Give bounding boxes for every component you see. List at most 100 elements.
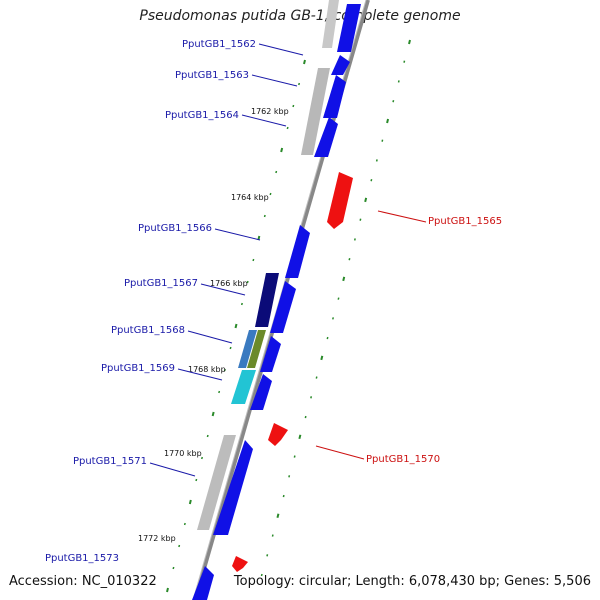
context-track-1571 <box>197 435 236 530</box>
tick-mark <box>304 415 307 419</box>
tick-mark <box>348 257 351 261</box>
gene-label-1562[interactable]: PputGB1_1562 <box>182 39 256 50</box>
callout-1567 <box>200 283 246 296</box>
tick-mark <box>260 573 263 577</box>
tick-mark <box>359 218 362 221</box>
callout-1566 <box>214 228 261 241</box>
tick-mark <box>282 494 285 498</box>
tick-mark <box>342 276 346 282</box>
tick-mark <box>298 82 301 86</box>
tick-label-1770: 1770 kbp <box>164 449 202 458</box>
tick-mark <box>298 434 302 440</box>
callout-1565 <box>377 210 427 223</box>
tick-mark <box>408 39 411 45</box>
gene-arrow-1569[interactable] <box>250 374 272 410</box>
map-title: Pseudomonas putida GB-1, complete genome <box>139 8 461 24</box>
tick-mark <box>269 192 272 196</box>
tick-mark <box>332 317 334 320</box>
tick-mark <box>263 214 266 218</box>
tick-mark <box>392 100 395 103</box>
gene-arrow-1563a[interactable] <box>331 55 350 75</box>
tick-mark <box>337 297 340 300</box>
feature-block-1568-olive <box>247 330 266 368</box>
tick-mark <box>201 456 203 460</box>
tick-mark <box>386 118 390 124</box>
tick-mark <box>310 396 313 399</box>
callout-1564 <box>241 114 287 127</box>
tick-mark <box>326 336 329 340</box>
tick-mark <box>275 170 278 174</box>
callout-1563 <box>251 74 298 87</box>
tick-mark <box>315 376 318 379</box>
gene-arrow-1565[interactable] <box>327 172 353 229</box>
context-track-1562 <box>322 0 339 48</box>
tick-label-1772: 1772 kbp <box>138 534 176 543</box>
tick-mark <box>223 368 226 372</box>
tick-mark <box>234 323 238 329</box>
gene-arrow-unlabeled[interactable] <box>232 556 248 572</box>
gene-label-1568[interactable]: PputGB1_1568 <box>111 325 185 336</box>
tick-mark <box>211 411 215 417</box>
tick-mark <box>276 513 280 519</box>
gene-label-1573[interactable]: PputGB1_1573 <box>45 553 119 564</box>
tick-mark <box>172 566 175 570</box>
tick-mark <box>353 238 356 241</box>
callout-1562 <box>258 43 304 56</box>
gene-arrow-1568[interactable] <box>260 336 281 372</box>
tick-mark <box>240 302 243 306</box>
gene-label-1564[interactable]: PputGB1_1564 <box>165 110 239 121</box>
tick-track-outer <box>260 39 411 577</box>
tick-mark <box>403 60 406 63</box>
genome-summary-text: Topology: circular; Length: 6,078,430 bp… <box>233 574 591 589</box>
tick-mark <box>375 159 378 162</box>
gene-label-1563[interactable]: PputGB1_1563 <box>175 70 249 81</box>
tick-mark <box>188 499 192 505</box>
tick-mark <box>266 554 269 557</box>
feature-block-1567 <box>255 273 279 327</box>
callout-1571 <box>149 462 196 477</box>
tick-mark <box>286 126 289 130</box>
tick-mark <box>195 478 198 482</box>
tick-mark <box>246 280 249 284</box>
gene-arrow-1564[interactable] <box>314 117 338 157</box>
tick-mark <box>370 179 373 182</box>
tick-mark <box>292 104 295 108</box>
gene-label-1569[interactable]: PputGB1_1569 <box>101 363 175 374</box>
gene-arrow-1570[interactable] <box>268 423 288 446</box>
gene-arrow-1573[interactable] <box>192 566 214 600</box>
context-track-1563 <box>301 68 330 155</box>
tick-mark <box>166 587 169 593</box>
callout-1570 <box>315 445 365 460</box>
tick-mark <box>364 197 368 203</box>
tick-mark <box>320 355 324 361</box>
tick-mark <box>218 390 221 394</box>
tick-mark <box>206 434 209 438</box>
callout-1569 <box>177 368 223 381</box>
gene-arrow-1563b[interactable] <box>323 75 346 118</box>
gene-label-1571[interactable]: PputGB1_1571 <box>73 456 147 467</box>
feature-block-1569 <box>231 370 256 404</box>
tick-label-1762: 1762 kbp <box>251 107 289 116</box>
tick-label-1768: 1768 kbp <box>188 365 226 374</box>
tick-mark <box>280 147 284 153</box>
accession-text: Accession: NC_010322 <box>9 574 157 589</box>
tick-mark <box>178 544 181 548</box>
tick-mark <box>381 139 384 142</box>
gene-label-1566[interactable]: PputGB1_1566 <box>138 223 212 234</box>
feature-block-1568-blue <box>238 330 257 368</box>
gene-label-1567[interactable]: PputGB1_1567 <box>124 278 198 289</box>
tick-mark <box>252 258 255 262</box>
callout-1568 <box>187 330 233 344</box>
gene-arrow-1566[interactable] <box>285 225 310 278</box>
tick-mark <box>271 534 274 537</box>
gene-arrow-1567[interactable] <box>270 281 296 333</box>
tick-label-1766: 1766 kbp <box>210 279 248 288</box>
gene-label-1565[interactable]: PputGB1_1565 <box>428 216 502 227</box>
gene-label-1570[interactable]: PputGB1_1570 <box>366 454 440 465</box>
tick-mark <box>183 522 186 526</box>
tick-mark <box>293 455 296 458</box>
gene-arrow-1562[interactable] <box>337 4 361 52</box>
gene-arrow-1571[interactable] <box>213 440 253 535</box>
